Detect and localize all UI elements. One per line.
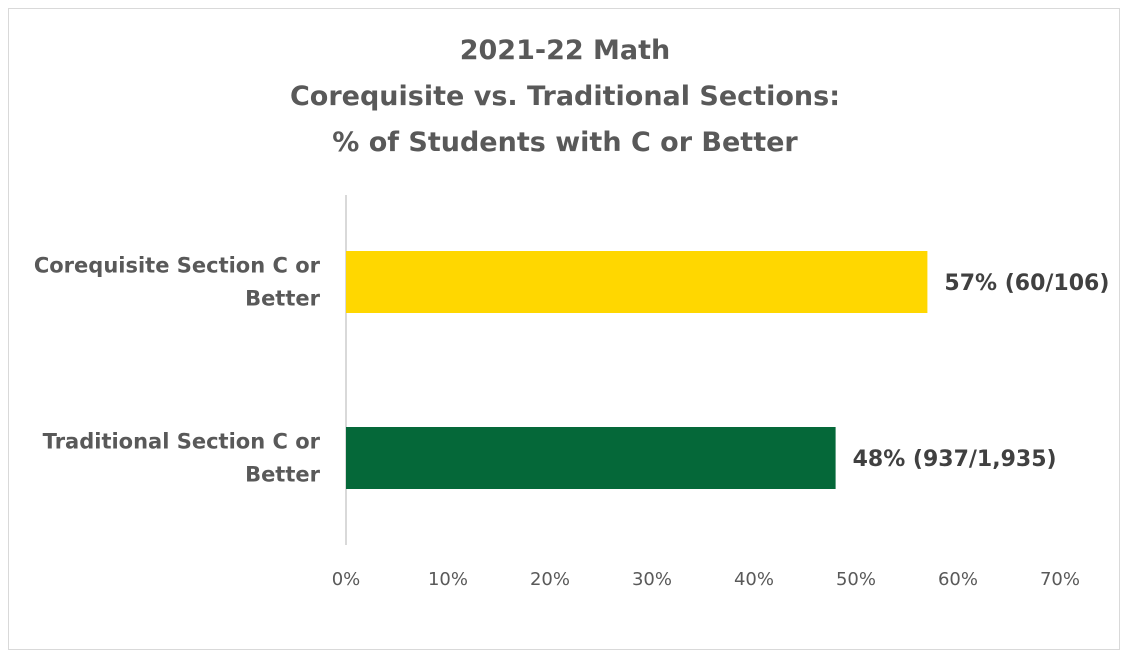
x-tick-label-30: 30% [632,569,672,590]
x-tick-label-10: 10% [428,569,468,590]
chart-title: 2021-22 Math Corequisite vs. Traditional… [0,28,1130,166]
chart-title-line-1: 2021-22 Math [459,35,671,66]
chart-title-line-3: % of Students with C or Better [332,127,798,158]
data-label-2: 48% (937/1,935) [853,447,1057,472]
chart-title-line-2: Corequisite vs. Traditional Sections: [289,81,840,112]
x-tick-label-20: 20% [530,569,570,590]
bar-1 [346,251,928,313]
x-tick-label-0: 0% [332,569,361,590]
x-tick-label-50: 50% [836,569,876,590]
x-tick-label-70: 70% [1040,569,1080,590]
category-label-1-line-2: Better [245,287,321,311]
bar-2 [346,427,836,489]
category-label-2-line-1: Traditional Section C or [43,430,321,454]
x-tick-label-60: 60% [938,569,978,590]
category-label-1-line-1: Corequisite Section C or [34,254,321,278]
category-label-2-line-2: Better [245,463,321,487]
data-label-1: 57% (60/106) [944,271,1109,296]
chart-frame [8,8,1120,650]
x-tick-label-40: 40% [734,569,774,590]
